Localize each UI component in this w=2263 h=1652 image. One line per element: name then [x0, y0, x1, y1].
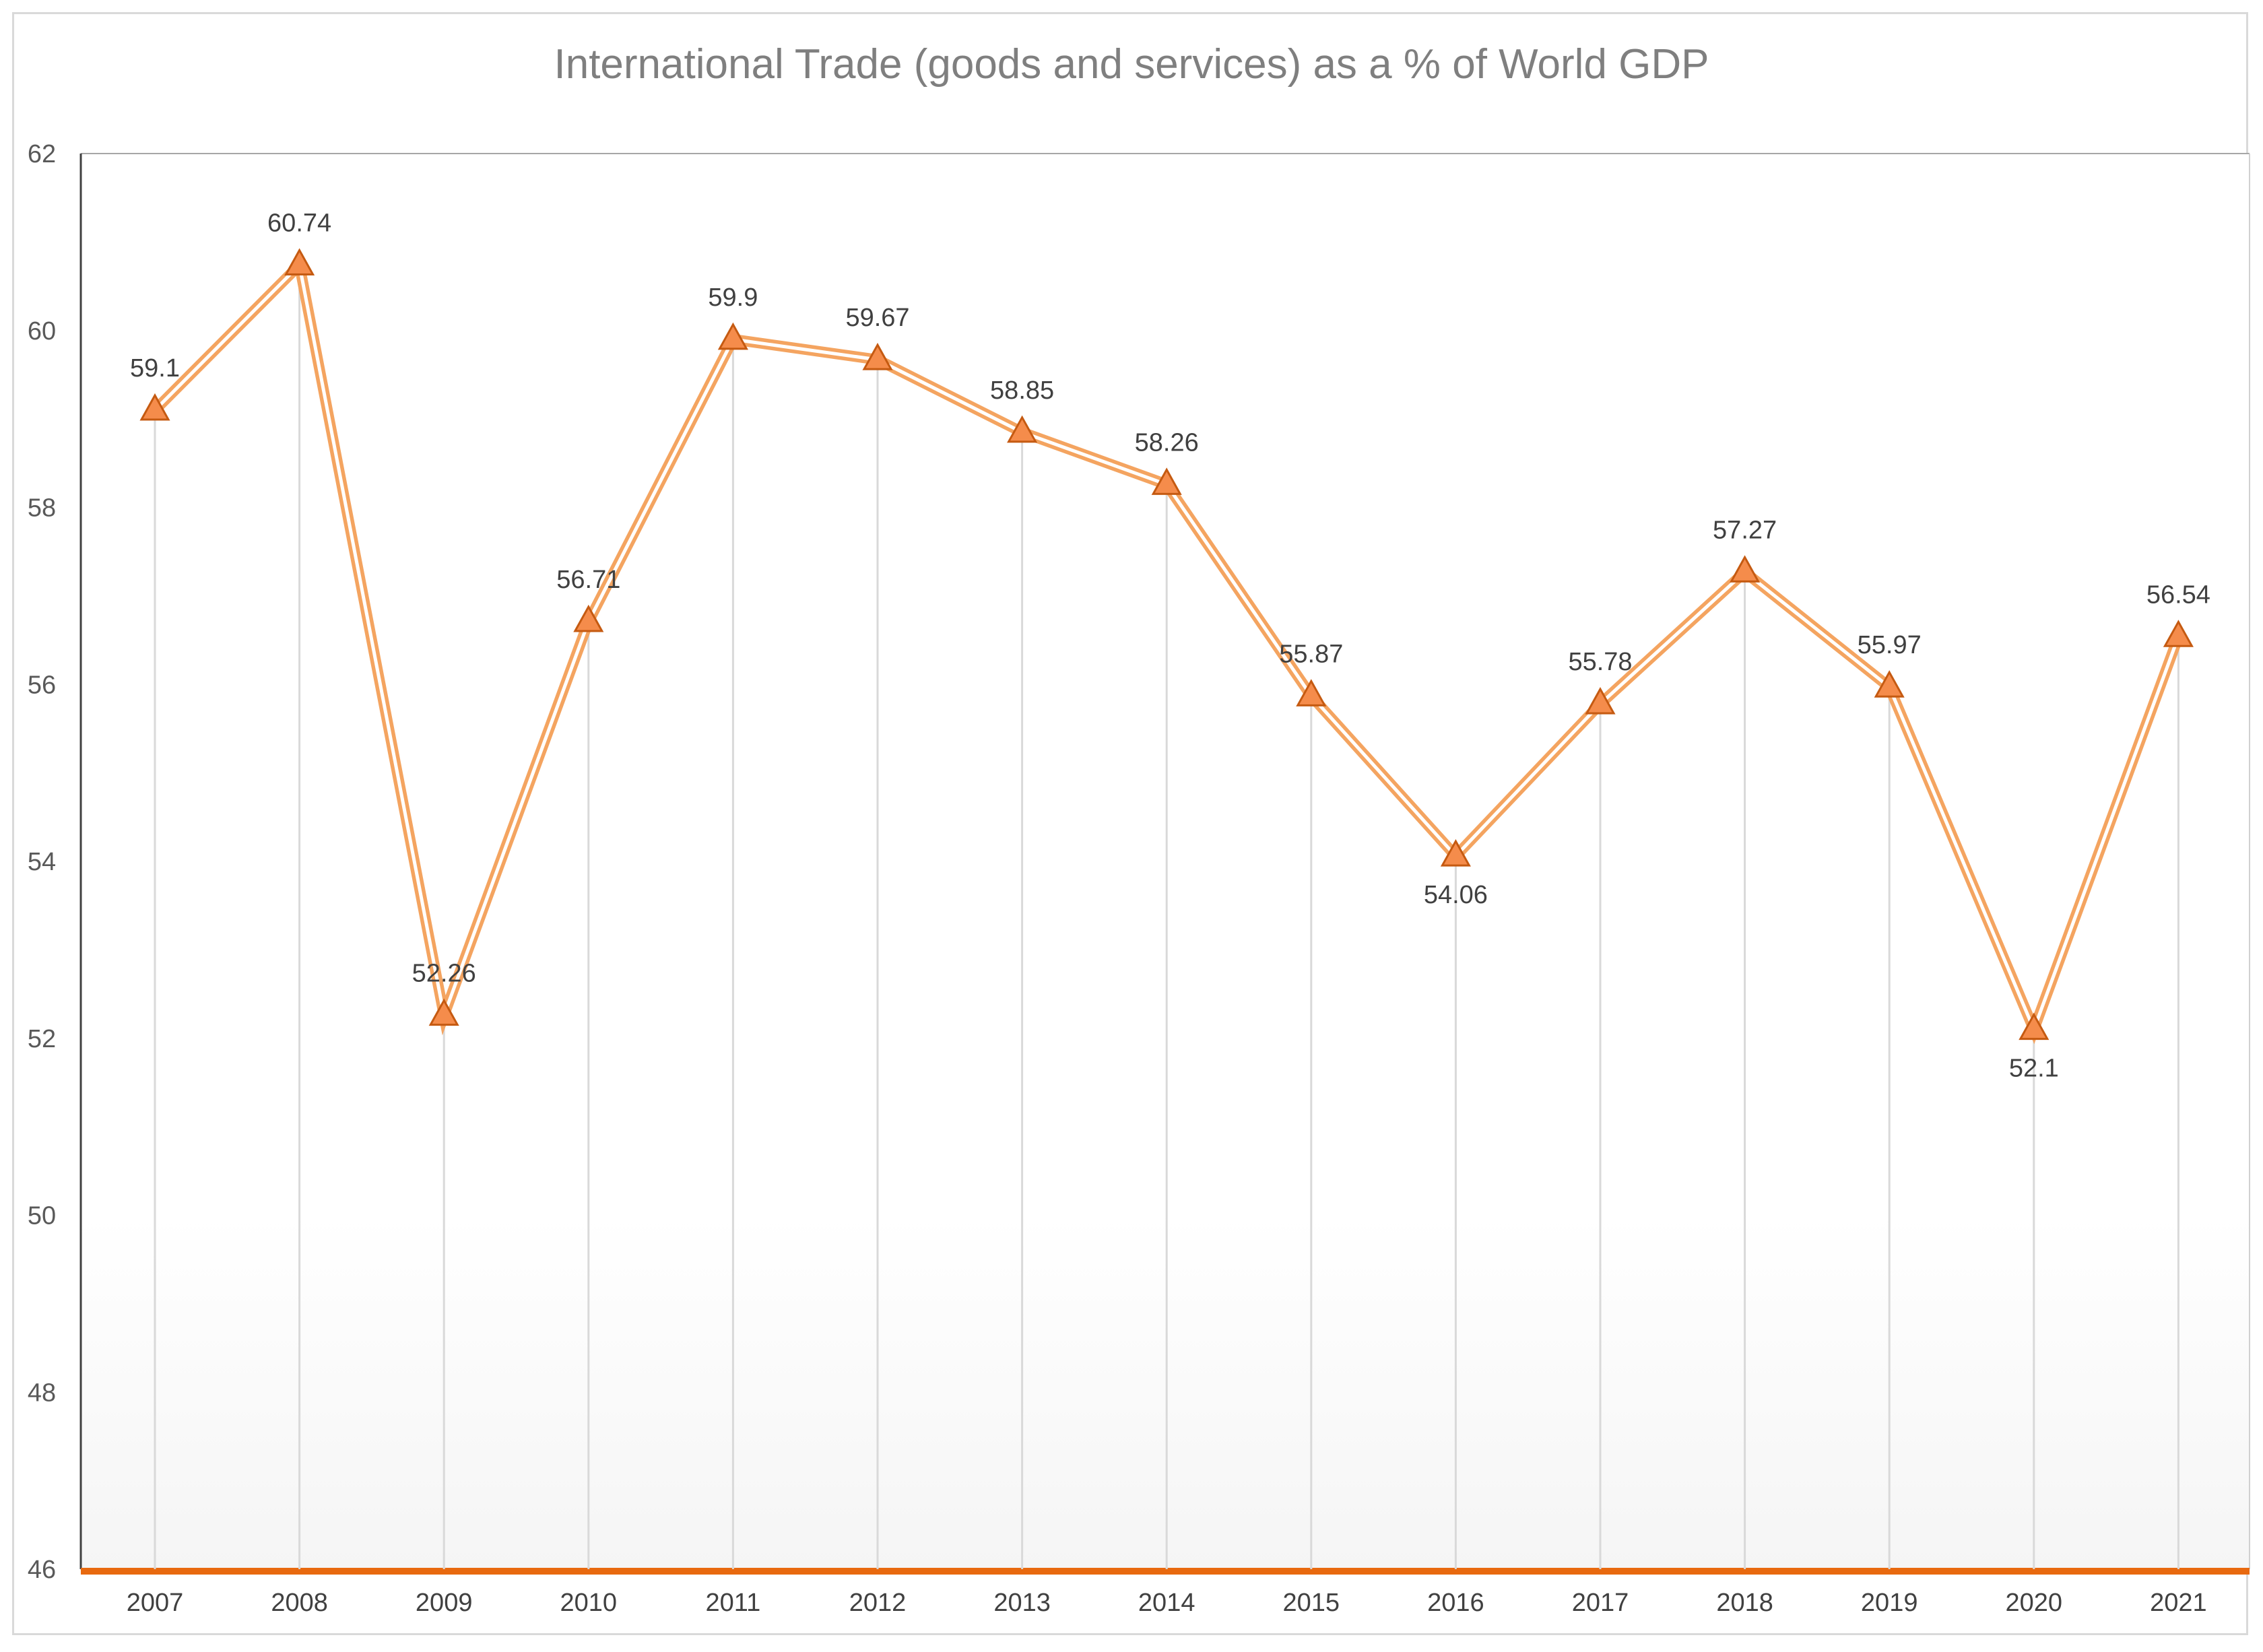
data-point-marker — [1296, 679, 1327, 706]
data-point-marker — [1730, 555, 1761, 583]
data-label: 59.1 — [130, 354, 180, 383]
data-point-marker — [862, 343, 893, 370]
plot-area-background — [81, 154, 2250, 1569]
data-label: 56.54 — [2146, 581, 2210, 609]
data-point-marker — [2019, 1012, 2049, 1040]
data-label: 58.85 — [990, 376, 1054, 405]
y-tick-label: 60 — [28, 317, 56, 345]
data-label: 58.26 — [1135, 428, 1199, 457]
x-tick-label: 2007 — [127, 1589, 184, 1617]
y-tick-label: 46 — [28, 1556, 56, 1584]
data-point-marker — [1874, 670, 1905, 698]
x-tick-label: 2020 — [2006, 1589, 2063, 1617]
x-tick-label: 2016 — [1427, 1589, 1484, 1617]
x-tick-label: 2021 — [2150, 1589, 2207, 1617]
x-tick-label: 2018 — [1716, 1589, 1773, 1617]
y-tick-label: 54 — [28, 848, 56, 876]
data-label: 55.78 — [1568, 648, 1632, 676]
data-label: 55.87 — [1279, 640, 1343, 668]
x-tick-label: 2019 — [1861, 1589, 1918, 1617]
x-tick-label: 2017 — [1572, 1589, 1629, 1617]
data-label: 54.06 — [1424, 881, 1488, 909]
data-point-marker — [2163, 620, 2194, 647]
x-tick-label: 2010 — [560, 1589, 618, 1617]
x-tick-label: 2011 — [706, 1589, 761, 1617]
data-label: 57.27 — [1713, 516, 1777, 544]
y-tick-label: 56 — [28, 671, 56, 699]
data-point-marker — [1440, 839, 1471, 867]
data-point-marker — [284, 248, 315, 276]
y-tick-label: 62 — [28, 140, 56, 168]
x-tick-label: 2014 — [1138, 1589, 1195, 1617]
data-point-marker — [1151, 467, 1182, 495]
y-tick-label: 50 — [28, 1202, 56, 1230]
data-label: 59.9 — [708, 284, 758, 312]
data-point-marker — [1007, 415, 1038, 443]
data-label: 55.97 — [1858, 631, 1922, 659]
data-point-marker — [717, 322, 748, 350]
x-tick-label: 2012 — [849, 1589, 907, 1617]
data-label: 52.26 — [412, 960, 476, 988]
x-tick-label: 2008 — [271, 1589, 328, 1617]
data-label: 59.67 — [845, 304, 909, 332]
chart-title: International Trade (goods and services)… — [554, 41, 1709, 88]
data-point-marker — [1585, 687, 1616, 715]
y-tick-label: 58 — [28, 494, 56, 523]
data-point-marker — [139, 393, 170, 421]
x-tick-label: 2015 — [1283, 1589, 1340, 1617]
x-tick-label: 2013 — [993, 1589, 1051, 1617]
data-point-marker — [573, 604, 604, 632]
data-label: 52.1 — [2009, 1055, 2059, 1083]
data-point-marker — [428, 998, 459, 1026]
y-tick-label: 52 — [28, 1025, 56, 1053]
y-tick-label: 48 — [28, 1379, 56, 1407]
data-label: 60.74 — [267, 209, 331, 238]
data-label: 56.71 — [556, 566, 620, 594]
x-tick-label: 2009 — [416, 1589, 473, 1617]
